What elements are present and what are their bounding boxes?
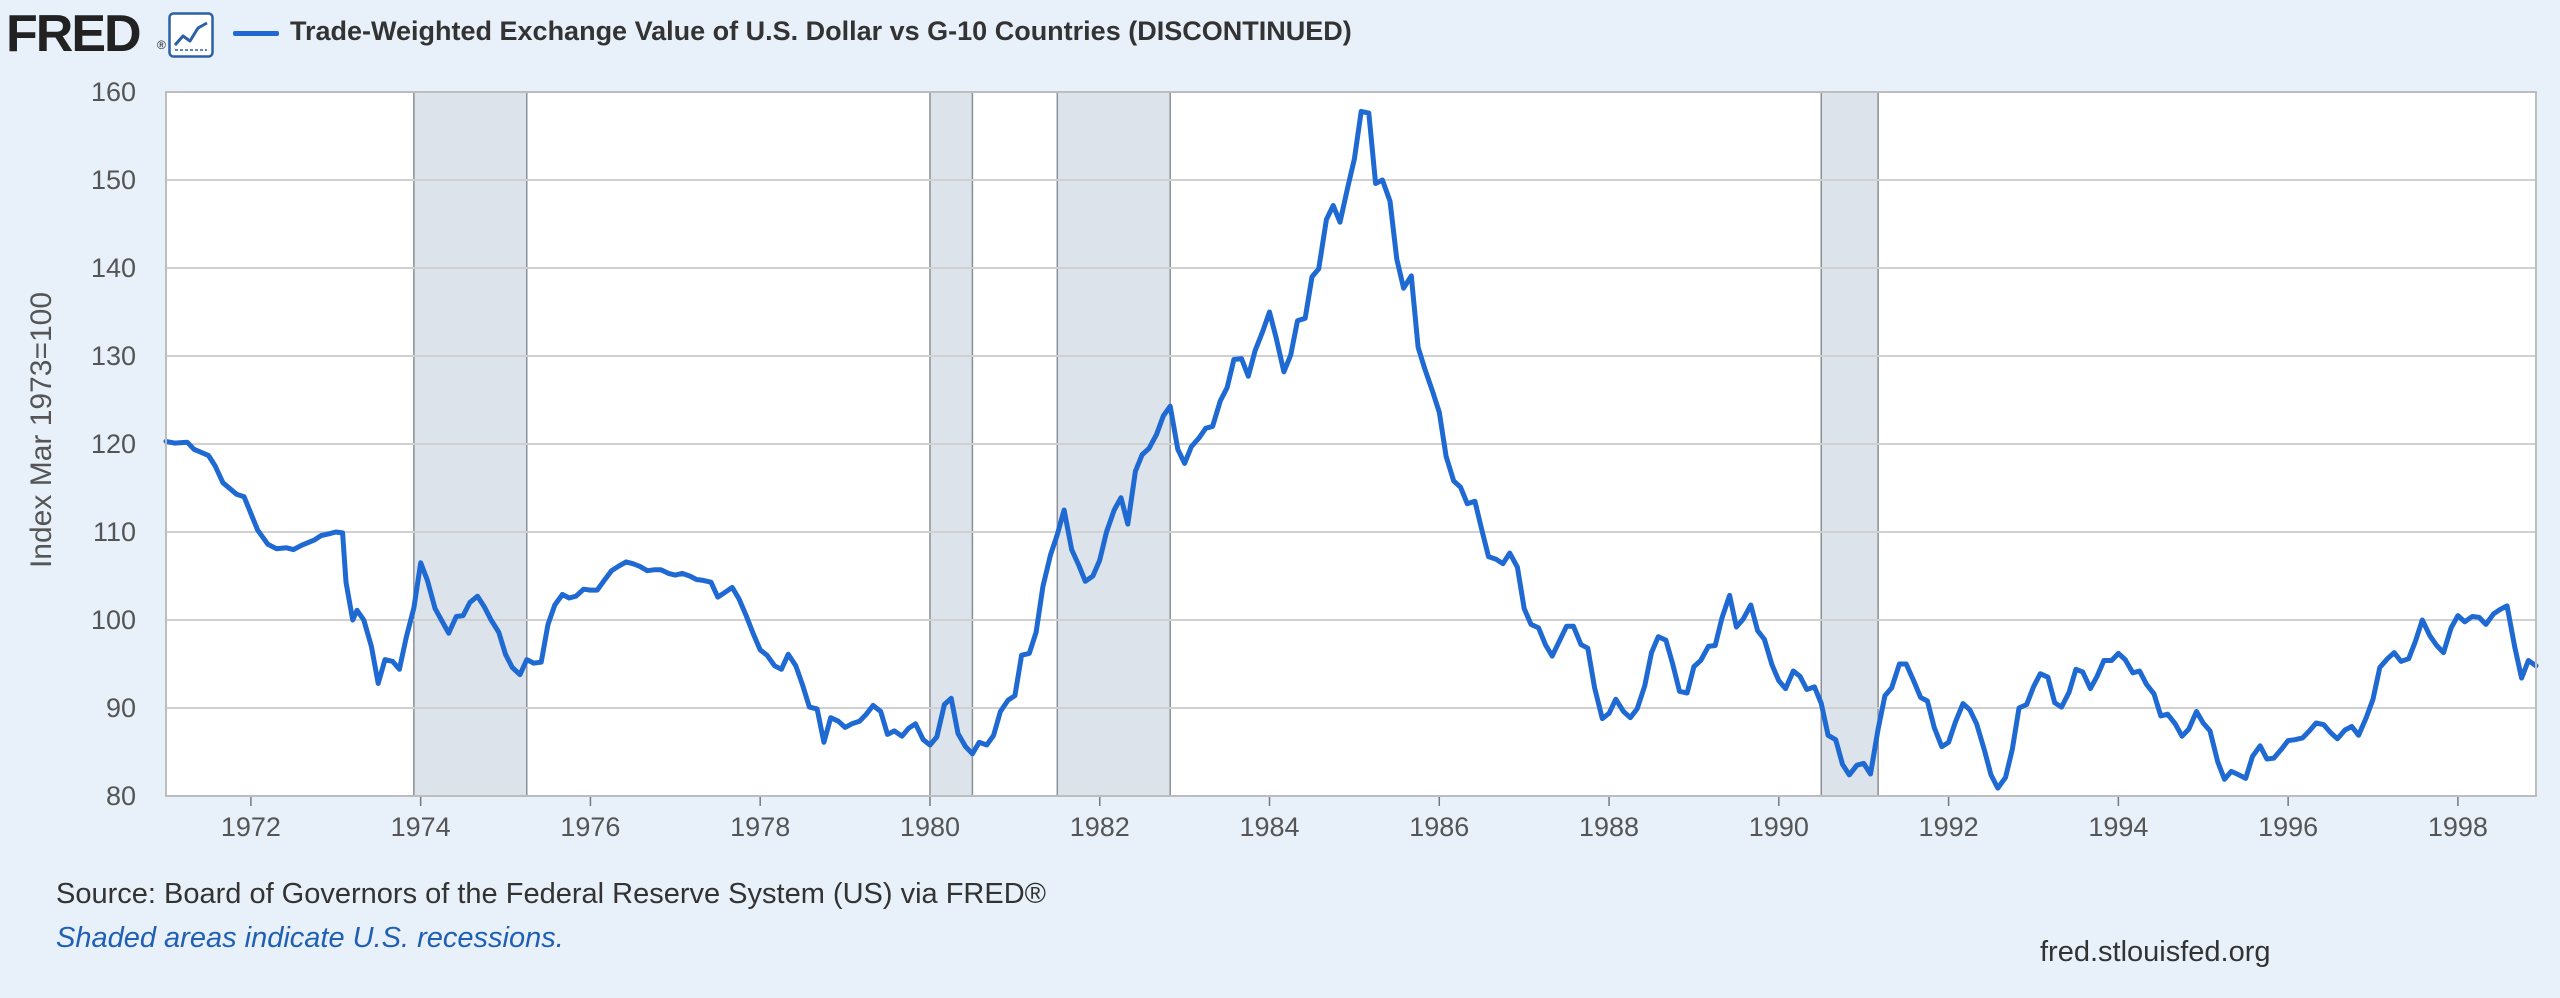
y-axis-label: Index Mar 1973=100: [25, 291, 58, 569]
x-tick-label: 1974: [391, 812, 451, 842]
chart-header: FRED ® Trade-Weighted Exchange Value of …: [0, 0, 2560, 70]
registered-mark: ®: [157, 38, 166, 52]
y-axis-ticks: 80 90 100 110 120 130 140 150 160: [91, 77, 136, 811]
recession-note: Shaded areas indicate U.S. recessions.: [56, 922, 564, 954]
x-tick-label: 1986: [1409, 812, 1469, 842]
fred-logo[interactable]: FRED: [6, 5, 142, 63]
y-tick-label: 110: [93, 517, 136, 547]
x-tick-label: 1998: [2428, 812, 2488, 842]
x-tick-label: 1988: [1579, 812, 1639, 842]
x-tick-label: 1972: [221, 812, 281, 842]
y-tick-label: 80: [106, 781, 136, 811]
y-tick-label: 130: [91, 341, 136, 371]
y-tick-label: 140: [91, 253, 136, 283]
line-graph-icon[interactable]: [168, 12, 214, 58]
y-tick-label: 90: [106, 693, 136, 723]
x-axis-ticks: 1972 1974 1976 1978 1980 1982 1984 1986 1988 1990…: [221, 796, 2488, 842]
source-note: Source: Board of Governors of the Federa…: [56, 878, 1047, 910]
x-tick-label: 1984: [1239, 812, 1299, 842]
x-tick-label: 1990: [1749, 812, 1809, 842]
y-tick-label: 160: [91, 77, 136, 107]
x-tick-label: 1992: [1919, 812, 1979, 842]
series-line: [163, 108, 2539, 791]
x-tick-label: 1982: [1070, 812, 1130, 842]
legend-swatch: [233, 31, 279, 36]
x-tick-label: 1978: [730, 812, 790, 842]
x-tick-label: 1980: [900, 812, 960, 842]
y-tick-label: 100: [91, 605, 136, 635]
x-tick-label: 1994: [2088, 812, 2148, 842]
chart-title: Trade-Weighted Exchange Value of U.S. Do…: [290, 16, 1352, 46]
x-tick-label: 1996: [2258, 812, 2318, 842]
y-tick-label: 150: [91, 165, 136, 195]
y-tick-label: 120: [91, 429, 136, 459]
site-url[interactable]: fred.stlouisfed.org: [2040, 936, 2271, 968]
plot-border: [165, 91, 2537, 797]
x-tick-label: 1976: [560, 812, 620, 842]
